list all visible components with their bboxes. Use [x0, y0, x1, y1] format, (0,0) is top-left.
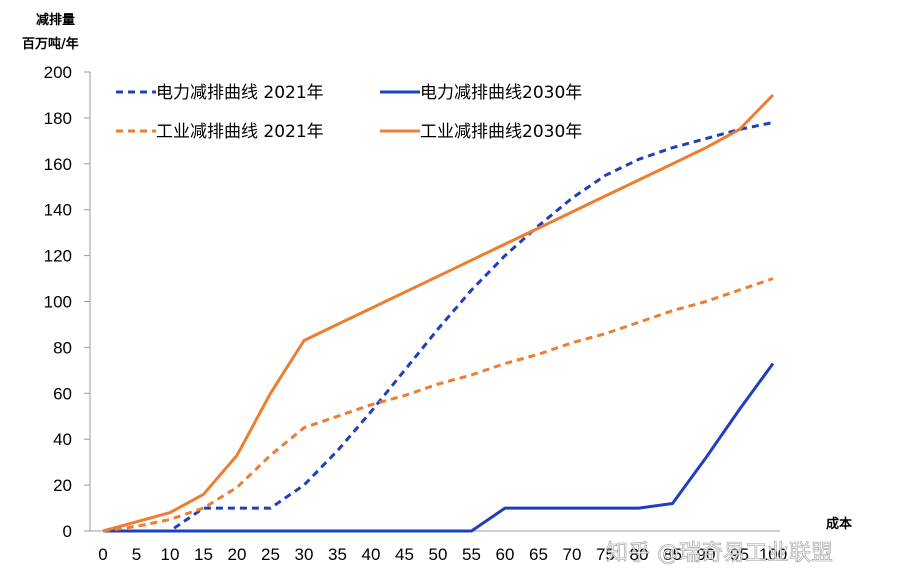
x-tick-label: 20	[228, 545, 247, 564]
legend-label-2: 电力减排曲线2030年	[420, 83, 582, 103]
legend-label-4: 工业减排曲线2030年	[420, 122, 582, 142]
y-tick-label: 80	[53, 338, 72, 357]
x-tick-label: 10	[161, 545, 180, 564]
y-tick-label: 60	[53, 384, 72, 403]
x-tick-label: 5	[132, 545, 141, 564]
x-tick-label: 100	[759, 545, 787, 564]
legend-label-3: 工业减排曲线 2021年	[156, 122, 324, 142]
y-tick-label: 20	[53, 476, 72, 495]
x-tick-label: 80	[630, 545, 649, 564]
y-tick-label: 140	[44, 201, 72, 220]
x-tick-label: 25	[261, 545, 280, 564]
x-tick-label: 50	[429, 545, 448, 564]
x-tick-label: 45	[395, 545, 414, 564]
series-line-4	[102, 93, 775, 533]
x-tick-label: 95	[730, 545, 749, 564]
x-tick-label: 85	[663, 545, 682, 564]
y-tick-labels: 0 20 40 60 80 100 120 140 160 180 200	[44, 63, 72, 541]
x-axis-label: 成本	[826, 516, 852, 532]
y-tick-label: 100	[44, 293, 72, 312]
x-tick-label: 40	[362, 545, 381, 564]
y-axis-label: 减排量 百万吨/年	[22, 12, 79, 52]
x-tick-label: 55	[462, 545, 481, 564]
y-tick-label: 40	[53, 430, 72, 449]
legend-label-1: 电力减排曲线 2021年	[156, 83, 324, 103]
x-tick-label: 60	[496, 545, 515, 564]
y-tick-label: 120	[44, 247, 72, 266]
series-line-1	[103, 121, 774, 533]
x-tick-labels: 0 5 10 15 20 25 30 35 40 45 50 55 60 65 70 75 80 85 90 95 10…	[98, 545, 787, 564]
y-tick-label: 180	[44, 109, 72, 128]
series-lines	[102, 93, 775, 533]
x-tick-label: 70	[563, 545, 582, 564]
series-line-2	[103, 362, 775, 533]
x-tick-label: 30	[295, 545, 314, 564]
x-tick-label: 35	[328, 545, 347, 564]
x-tick-label: 75	[596, 545, 615, 564]
x-tick-label: 0	[98, 545, 107, 564]
y-tick-label: 0	[63, 522, 72, 541]
x-tick-label: 65	[529, 545, 548, 564]
series-line-3	[102, 277, 774, 533]
x-tick-label: 90	[697, 545, 716, 564]
y-tick-label: 160	[44, 155, 72, 174]
watermark: 知乎 @瑞奇易工业联盟	[606, 541, 833, 566]
y-tick-label: 200	[44, 63, 72, 82]
y-axis-label-line-1: 减排量	[36, 12, 75, 28]
x-tick-label: 15	[194, 545, 213, 564]
y-axis-label-line-2: 百万吨/年	[22, 36, 79, 52]
